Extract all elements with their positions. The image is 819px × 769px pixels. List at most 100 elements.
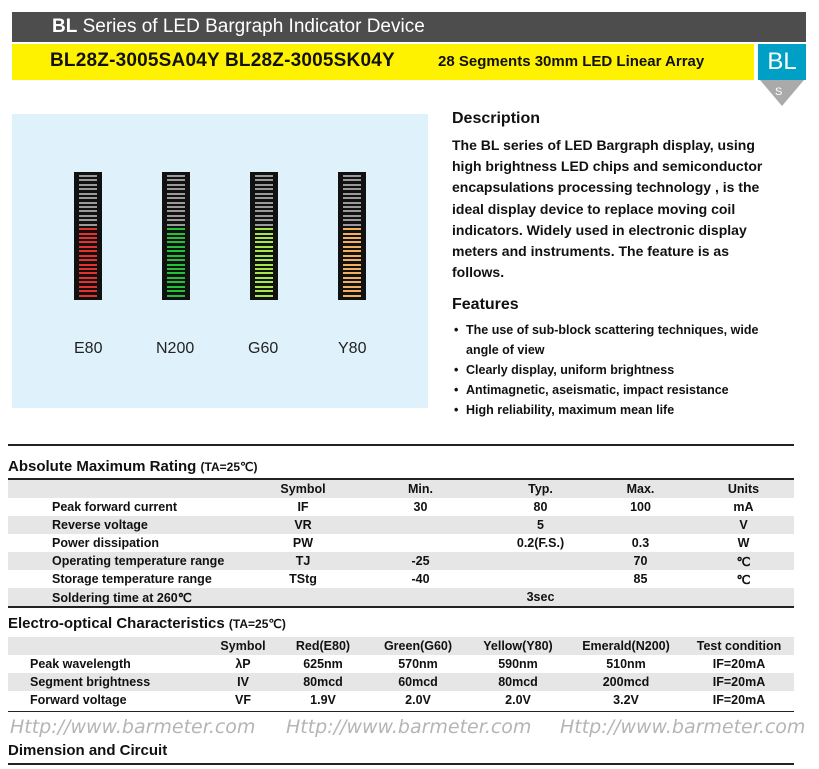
- led-bar-label: G60: [248, 340, 279, 357]
- led-segment: [79, 219, 97, 222]
- led-segment: [167, 201, 185, 204]
- led-segment: [167, 183, 185, 186]
- led-segment: [255, 206, 273, 208]
- table-row: Peak forward current IF 30 80 100 mA: [52, 500, 754, 514]
- led-segment: [79, 192, 97, 195]
- led-segment: [343, 188, 361, 191]
- led-segment: [167, 188, 185, 191]
- led-bar-n200: [162, 172, 190, 300]
- website-link[interactable]: Http://www.barmeter.com: [560, 716, 806, 738]
- table-row: Reverse voltage VR 5 V: [8, 516, 794, 534]
- led-segment: [255, 276, 273, 279]
- website-link[interactable]: Http://www.barmeter.com: [286, 716, 532, 738]
- led-segment: [343, 219, 361, 222]
- led-segment: [79, 241, 97, 244]
- led-segment: [167, 290, 185, 293]
- features-heading: Features: [452, 296, 519, 313]
- led-segment: [79, 268, 97, 270]
- website-link[interactable]: Http://www.barmeter.com: [10, 716, 256, 738]
- led-segment: [167, 268, 185, 270]
- led-segment: [167, 206, 185, 208]
- led-segment: [343, 237, 361, 239]
- led-segment: [343, 276, 361, 279]
- led-segment: [343, 197, 361, 200]
- led-segment: [255, 237, 273, 239]
- led-segment: [79, 214, 97, 217]
- led-segment: [79, 179, 97, 182]
- led-segment: [343, 241, 361, 244]
- led-segment: [255, 183, 273, 186]
- led-segment: [167, 192, 185, 195]
- led-segment: [167, 272, 185, 275]
- led-segment: [255, 268, 273, 270]
- led-segment: [167, 250, 185, 253]
- led-segment: [255, 228, 273, 231]
- series-badge: BL: [758, 44, 806, 80]
- led-segment: [79, 294, 97, 297]
- led-segment: [255, 214, 273, 217]
- led-segment: [255, 223, 273, 226]
- led-segment: [79, 281, 97, 284]
- led-segment: [167, 276, 185, 279]
- led-segment: [167, 241, 185, 244]
- led-segment: [255, 245, 273, 248]
- led-segment: [167, 259, 185, 262]
- led-segment: [79, 206, 97, 208]
- led-segment: [343, 245, 361, 248]
- led-segment: [79, 285, 97, 288]
- led-segment: [255, 281, 273, 284]
- electro-table: Symbol Red(E80) Green(G60) Yellow(Y80) Emera…: [8, 637, 794, 709]
- feature-item: High reliability, maximum mean life: [452, 400, 782, 420]
- series-tab-triangle: [760, 80, 804, 106]
- feature-item: The use of sub-block scattering techniqu…: [452, 320, 782, 360]
- led-segment: [167, 237, 185, 239]
- led-segment: [167, 228, 185, 231]
- led-segment: [255, 285, 273, 288]
- led-segment: [79, 272, 97, 275]
- led-segment: [343, 290, 361, 293]
- led-segment: [79, 259, 97, 262]
- led-segment: [79, 232, 97, 235]
- led-segment: [343, 263, 361, 266]
- led-bar-g60: [250, 172, 278, 300]
- led-segment: [255, 219, 273, 222]
- led-segment: [255, 232, 273, 235]
- table-row: Peak wavelength λP 625nm 570nm 590nm 510nm IF=…: [30, 657, 766, 671]
- section-divider: [8, 606, 794, 608]
- led-bar-label: N200: [156, 340, 195, 357]
- led-segment: [343, 272, 361, 275]
- led-segment: [343, 254, 361, 257]
- model-bar: BL28Z-3005SA04Y BL28Z-3005SK04Y 28 Segme…: [12, 44, 754, 80]
- header-bar: BL Series of LED Bargraph Indicator Devi…: [12, 12, 806, 42]
- led-segment: [343, 268, 361, 270]
- section-divider: [8, 711, 794, 712]
- led-segment: [79, 201, 97, 204]
- led-segment: [79, 254, 97, 257]
- led-segment: [343, 192, 361, 195]
- model-numbers: BL28Z-3005SA04Y BL28Z-3005SK04Y: [50, 50, 395, 71]
- description-heading: Description: [452, 110, 541, 127]
- section-divider: [8, 444, 794, 446]
- led-segment: [343, 183, 361, 186]
- led-segment: [79, 276, 97, 279]
- page-title: BL Series of LED Bargraph Indicator Devi…: [52, 16, 425, 37]
- description-text: The BL series of LED Bargraph display, u…: [452, 137, 763, 281]
- led-segment: [79, 183, 97, 186]
- led-segment: [167, 214, 185, 217]
- led-bar-label: Y80: [338, 340, 367, 357]
- led-segment: [79, 245, 97, 248]
- section-divider: [8, 763, 794, 765]
- led-segment: [343, 259, 361, 262]
- led-segment: [255, 201, 273, 204]
- led-segment: [79, 290, 97, 293]
- table-row: Operating temperature range TJ -25 70 ℃: [8, 552, 794, 570]
- series-sub-letter: S: [775, 86, 783, 98]
- table-header-row: Symbol Min. Typ. Max. Units: [8, 480, 794, 498]
- led-segment: [79, 250, 97, 253]
- led-segment: [79, 223, 97, 226]
- led-segment: [343, 285, 361, 288]
- led-segment: [167, 245, 185, 248]
- led-segment: [79, 175, 97, 177]
- led-segment: [79, 263, 97, 266]
- led-segment: [167, 281, 185, 284]
